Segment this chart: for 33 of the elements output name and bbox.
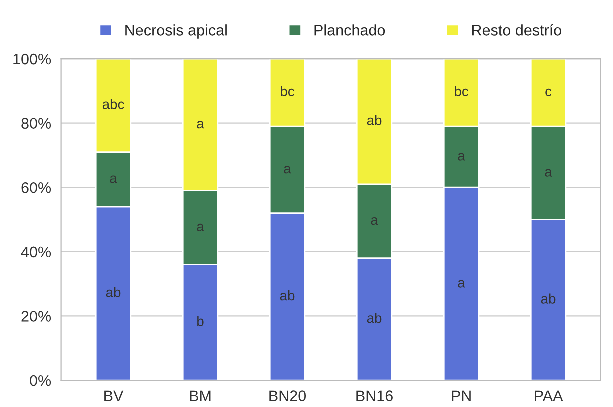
x-tick-label: PAA — [535, 390, 564, 402]
data-label: a — [545, 169, 552, 177]
data-label: bc — [281, 86, 294, 97]
data-label: ab — [367, 312, 382, 324]
data-label: b — [198, 316, 204, 326]
y-tick-label: 20% — [22, 311, 52, 322]
data-label: ab — [280, 290, 295, 301]
data-label: ab — [106, 287, 121, 298]
x-tick-label: BM — [190, 390, 211, 402]
y-tick-label: 80% — [22, 118, 52, 130]
data-label: a — [284, 166, 292, 174]
data-label: a — [197, 224, 204, 232]
data-label: bc — [455, 86, 468, 97]
data-label: ab — [541, 294, 556, 304]
x-tick-label: BV — [104, 390, 124, 402]
x-tick-label: BN20 — [270, 390, 306, 402]
x-tick-label: PN — [452, 390, 471, 402]
data-label: c — [546, 88, 552, 97]
data-label: a — [458, 280, 466, 288]
legend-label: Planchado — [314, 24, 386, 36]
y-tick-label: 40% — [21, 246, 52, 258]
x-tick-label: BN16 — [356, 390, 393, 402]
y-tick-label: 0% — [30, 375, 52, 386]
y-tick-label: 60% — [22, 182, 52, 194]
data-label: a — [458, 153, 466, 161]
data-label: ab — [367, 115, 382, 126]
data-label: a — [197, 121, 204, 129]
legend-label: Resto destrío — [472, 24, 562, 36]
legend-label: Necrosis apical — [126, 24, 227, 39]
data-label: a — [110, 176, 118, 184]
y-tick-label: 100% — [14, 54, 52, 65]
data-label: a — [371, 218, 378, 226]
data-label: abc — [102, 99, 124, 110]
